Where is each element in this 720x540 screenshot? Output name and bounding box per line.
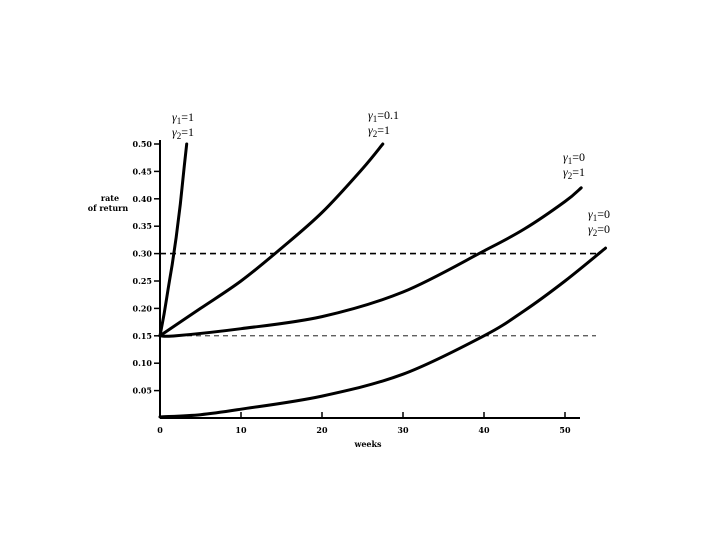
y-axis-label-line-1: rate <box>101 193 119 203</box>
series-labels: γ1=1γ2=1γ1=0.1γ2=1γ1=0γ2=1γ1=0γ2=0 <box>172 108 610 238</box>
reference-lines <box>160 252 600 337</box>
x-tick-label-5: 50 <box>559 425 571 435</box>
series-label-3-line-0: γ1=0 <box>588 207 610 223</box>
series-lines <box>158 142 607 419</box>
series-label-1-line-1: γ2=1 <box>368 123 390 139</box>
series-label-3-line-1: γ2=0 <box>588 222 610 238</box>
y-tick-label-5: 0.30 <box>133 249 153 259</box>
y-tick-label-8: 0.45 <box>133 166 152 176</box>
y-tick-label-2: 0.15 <box>133 331 152 341</box>
axes <box>159 140 580 419</box>
x-tick-label-2: 20 <box>316 425 328 435</box>
y-tick-label-7: 0.40 <box>133 194 153 204</box>
x-tick-label-1: 10 <box>235 425 247 435</box>
y-tick-label-1: 0.10 <box>133 358 153 368</box>
series-label-2-line-1: γ2=1 <box>563 165 585 181</box>
series-label-2-line-0: γ1=0 <box>563 150 585 166</box>
series-line-0 <box>158 142 189 338</box>
series-line-3 <box>158 246 607 419</box>
y-tick-label-0: 0.05 <box>133 386 152 396</box>
series-label-1-line-0: γ1=0.1 <box>368 108 399 124</box>
y-tick-label-3: 0.20 <box>133 303 153 313</box>
y-tick-label-4: 0.25 <box>133 276 152 286</box>
x-tick-label-4: 40 <box>478 425 490 435</box>
series-label-0-line-1: γ2=1 <box>172 125 194 141</box>
ticks: 0.05 0.10 0.15 0.20 0.25 0.30 0.35 0.40 0.45 0.50… <box>133 139 571 435</box>
x-tick-label-3: 30 <box>397 425 409 435</box>
y-tick-label-9: 0.50 <box>133 139 153 149</box>
y-axis-label-line-2: of return <box>88 203 129 213</box>
x-tick-label-0: 0 <box>157 425 163 435</box>
series-line-2 <box>158 186 583 338</box>
series-line-1 <box>158 142 385 338</box>
series-label-0-line-0: γ1=1 <box>172 110 194 126</box>
x-axis-label: weeks <box>353 439 382 449</box>
y-tick-label-6: 0.35 <box>133 221 152 231</box>
